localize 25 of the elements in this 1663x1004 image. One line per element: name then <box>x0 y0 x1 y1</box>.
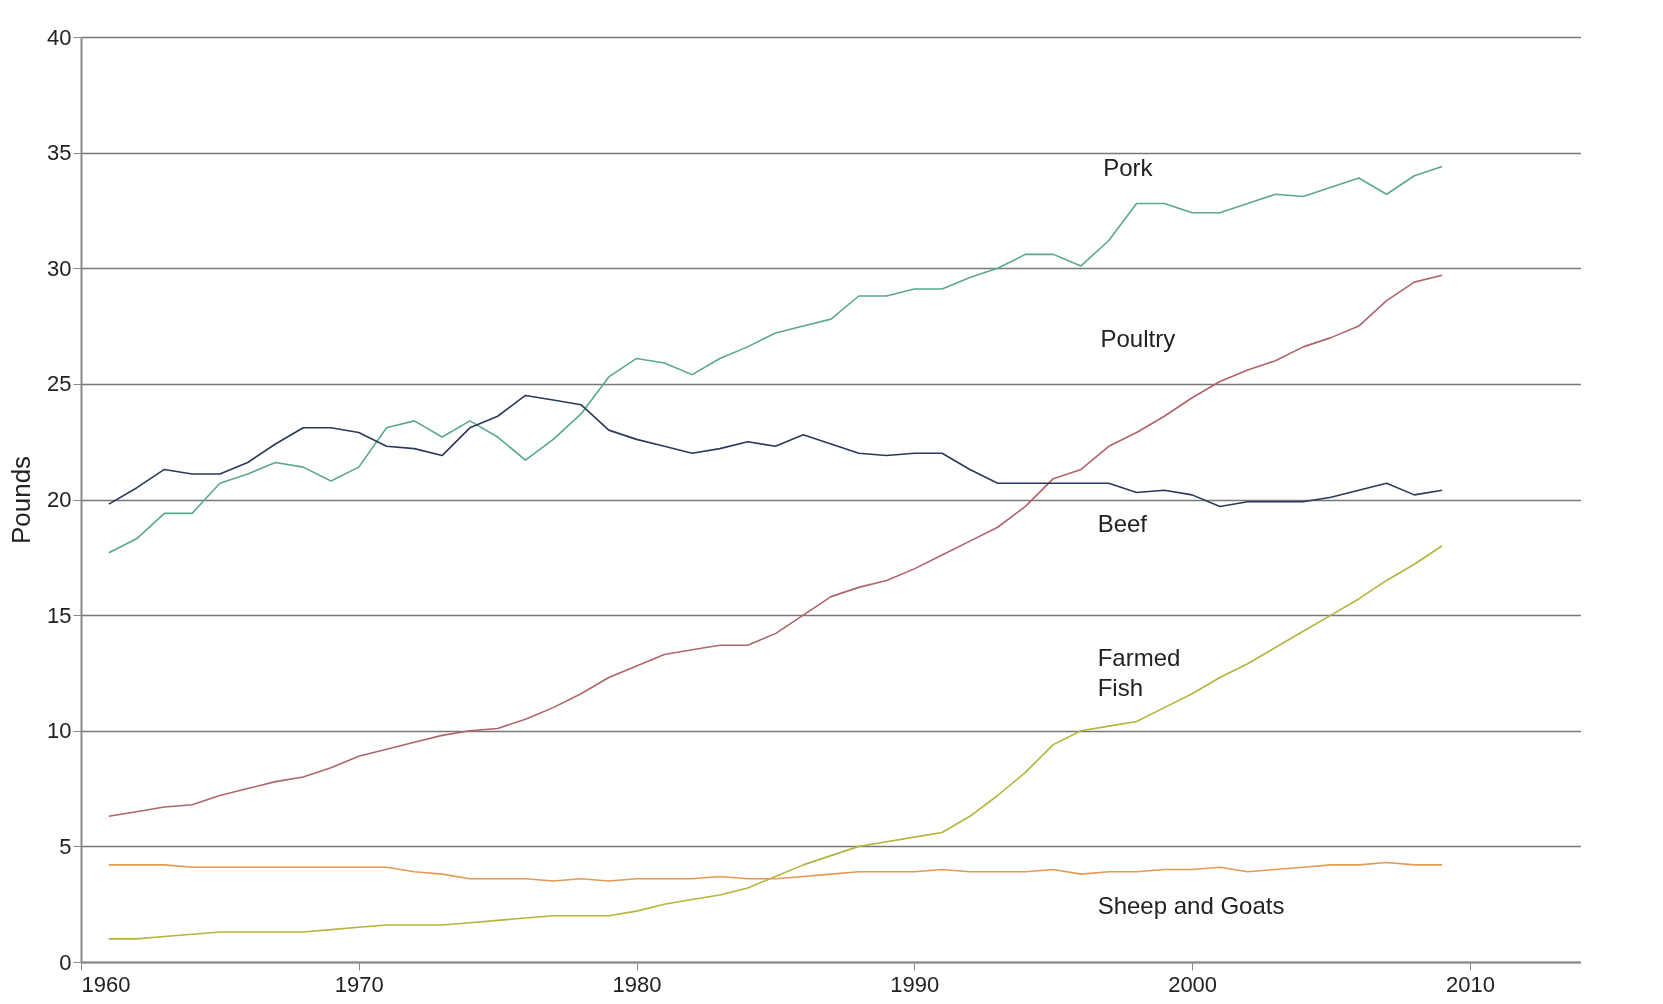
y-tick-label: 35 <box>47 140 72 166</box>
series-label: Farmed Fish <box>1097 644 1181 702</box>
y-tick-label: 0 <box>59 949 72 975</box>
x-tick-label: 1970 <box>334 971 384 997</box>
line-series <box>107 394 1443 508</box>
line-series <box>107 861 1443 882</box>
x-tick-label: 1960 <box>81 971 131 997</box>
line-series <box>107 274 1443 818</box>
x-tick-label: 1990 <box>890 971 940 997</box>
y-tick-label: 25 <box>47 371 72 397</box>
y-tick-label: 10 <box>47 718 72 744</box>
y-tick-label: 5 <box>59 833 72 859</box>
text: Poultry <box>1100 324 1176 352</box>
x-tick-label: 2010 <box>1445 971 1495 997</box>
x-tick-label: 2000 <box>1168 971 1218 997</box>
line-series <box>107 544 1443 940</box>
series-label: Pork <box>1103 153 1154 181</box>
y-tick-label: 15 <box>47 602 72 628</box>
y-tick-label: 20 <box>47 487 72 512</box>
x-tick-label: 1980 <box>612 971 662 997</box>
series-label: Beef <box>1097 509 1148 537</box>
y-tick-label: 40 <box>47 24 72 50</box>
y-axis-title: Pounds <box>6 455 37 545</box>
y-tick-label: 30 <box>47 255 72 281</box>
series-label: Sheep and Goats <box>1097 891 1285 919</box>
